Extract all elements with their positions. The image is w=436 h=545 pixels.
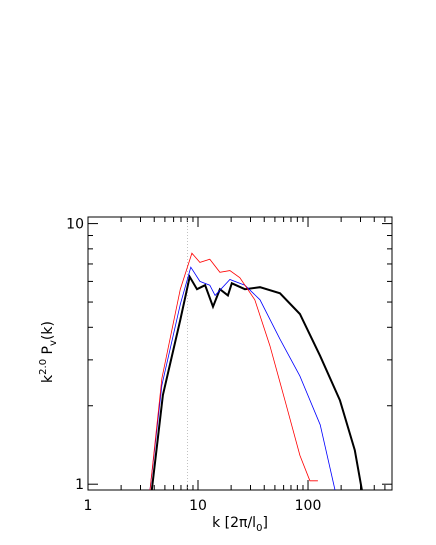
y-axis-label: k2.0 Pv(k) [38, 321, 59, 383]
plot-frame [87, 216, 393, 491]
x-tick-label: 10 [189, 498, 207, 514]
series-line [149, 266, 336, 490]
y-tick-label: 1 [75, 477, 84, 493]
series-line [150, 274, 363, 490]
y-tick-label: 10 [66, 217, 84, 233]
x-axis-label: k [2π/l0] [212, 515, 268, 534]
x-tick-label: 1 [84, 498, 93, 514]
x-tick-label: 100 [295, 498, 322, 514]
plot-lines [149, 252, 363, 490]
series-line [149, 252, 318, 490]
